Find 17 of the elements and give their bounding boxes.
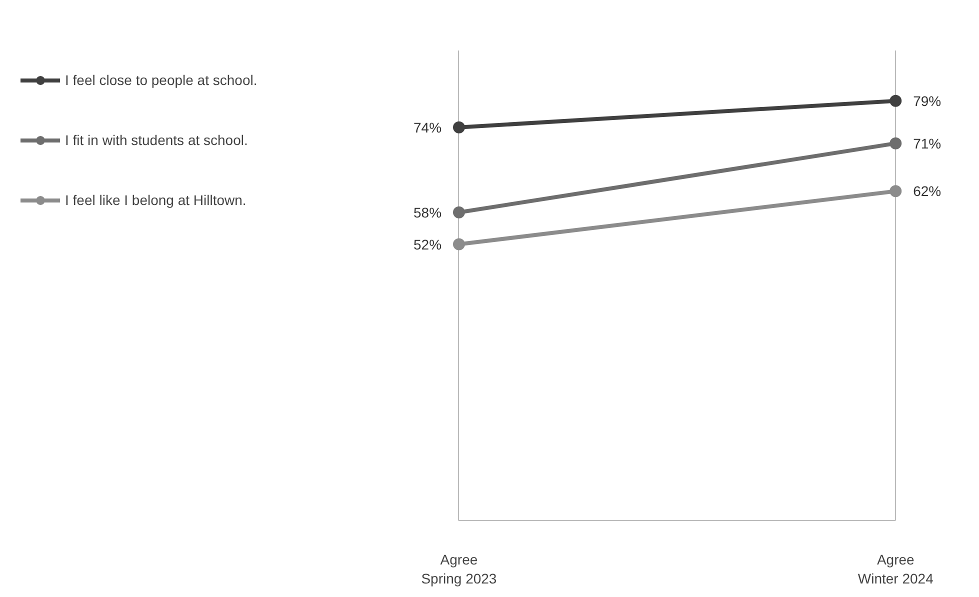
legend-label: I feel like I belong at Hilltown.: [65, 192, 246, 208]
point: [890, 94, 902, 107]
data-label: 74%: [414, 119, 442, 136]
data-label: 71%: [913, 135, 942, 152]
x-tick-label: Agree Winter 2024: [858, 552, 934, 587]
data-label: 58%: [414, 204, 442, 220]
point: [452, 206, 465, 218]
point: [452, 121, 465, 134]
legend-label: I feel close to people at school.: [65, 72, 258, 88]
data-label: 79%: [913, 92, 942, 109]
legend-label: I fit in with students at school.: [65, 132, 248, 148]
point: [890, 185, 902, 198]
point: [890, 137, 902, 150]
data-label: 62%: [913, 183, 942, 200]
x-tick-label: Agree Spring 2023: [421, 552, 497, 587]
point: [452, 238, 465, 250]
data-label: 52%: [414, 236, 442, 252]
